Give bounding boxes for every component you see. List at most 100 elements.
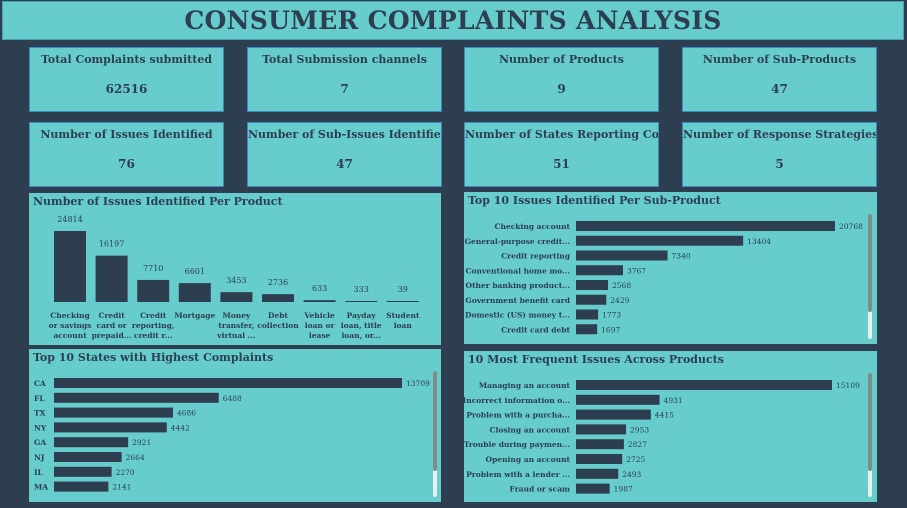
kpi-label: Total Submission channels	[262, 53, 427, 66]
data-label: 13709	[406, 379, 430, 388]
scrollbar[interactable]	[868, 214, 872, 339]
data-label: 2270	[116, 468, 135, 477]
kpi-label: Number of States Reporting Complaints	[465, 128, 658, 141]
data-label: 633	[312, 284, 327, 293]
bar	[576, 221, 835, 231]
bar	[386, 301, 419, 302]
bar	[54, 392, 219, 403]
bar	[178, 283, 211, 302]
scrollbar[interactable]	[868, 373, 872, 497]
kpi-value: 9	[557, 82, 566, 96]
data-label: 2429	[610, 296, 629, 305]
kpi-label: Number of Issues Identified	[40, 128, 213, 141]
category-label: CA	[34, 379, 46, 388]
bar	[576, 235, 744, 246]
category-label: FL	[34, 394, 45, 403]
category-label: loan, title	[341, 321, 382, 330]
bar	[576, 483, 610, 494]
data-label: 24814	[57, 215, 82, 224]
category-label: Payday	[347, 311, 377, 320]
kpi-card-issues: Number of Issues Identified 76	[29, 122, 224, 187]
scrollbar-thumb[interactable]	[433, 371, 437, 471]
category-label: Mortgage	[174, 311, 215, 320]
kpi-card-submission-channels: Total Submission channels 7	[247, 47, 442, 112]
panel-issues-per-product: Number of Issues Identified Per Product …	[29, 193, 441, 345]
category-label: lease	[309, 331, 331, 340]
data-label: 3767	[627, 266, 646, 275]
category-label: Incorrect information o...	[464, 396, 570, 405]
bar	[576, 424, 627, 435]
data-label: 2141	[112, 483, 131, 492]
data-label: 4415	[655, 411, 674, 420]
data-label: 4931	[664, 396, 683, 405]
kpi-value: 47	[336, 157, 353, 171]
category-label: IL	[34, 468, 44, 477]
category-label: loan	[394, 321, 413, 330]
bar	[576, 309, 599, 320]
bar	[303, 300, 336, 302]
issues-per-sub-product-chart: Checking account 20768 General-purpose cre…	[465, 221, 863, 335]
kpi-label: Number of Products	[499, 53, 624, 66]
bar	[576, 468, 619, 479]
category-label: Trouble during paymen...	[464, 440, 570, 449]
scrollbar-thumb[interactable]	[868, 214, 872, 312]
category-label: Checking	[50, 311, 90, 320]
bar	[54, 231, 86, 302]
category-label: Government benefit card	[465, 296, 570, 305]
bar	[54, 407, 173, 418]
bar	[576, 439, 624, 450]
category-label: Problem with a lender ...	[466, 470, 570, 479]
category-label: Credit	[140, 311, 167, 320]
category-label: General-purpose credit...	[465, 237, 570, 246]
category-label: Vehicle	[303, 311, 335, 320]
category-label: or savings	[49, 321, 92, 330]
category-label: transfer,	[218, 321, 254, 330]
category-label: Problem with a purcha...	[466, 411, 570, 420]
data-label: 4686	[177, 409, 196, 418]
category-label: Credit reporting	[501, 252, 571, 261]
panel-frequent-issues: 10 Most Frequent Issues Across Products …	[464, 351, 877, 502]
chart-title: 10 Most Frequent Issues Across Products	[468, 353, 724, 366]
scrollbar-thumb[interactable]	[868, 373, 872, 471]
scrollbar[interactable]	[433, 371, 437, 497]
bar	[54, 437, 129, 448]
category-label: MA	[34, 483, 48, 492]
data-label: 39	[398, 285, 408, 294]
category-label: Domestic (US) money t...	[465, 311, 570, 320]
category-label: account	[53, 331, 87, 340]
data-label: 2953	[630, 425, 649, 434]
data-label: 15109	[836, 381, 860, 390]
chart-title: Number of Issues Identified Per Product	[33, 195, 283, 208]
kpi-value: 76	[118, 157, 135, 171]
data-label: 2725	[626, 455, 645, 464]
kpi-card-total-complaints: Total Complaints submitted 62516	[29, 47, 224, 112]
panel-issues-per-sub-product: Top 10 Issues Identified Per Sub-Product…	[464, 192, 877, 344]
bar	[576, 454, 623, 464]
category-label: virtual ...	[216, 331, 255, 340]
bar	[576, 409, 651, 420]
category-label: Money	[222, 311, 251, 320]
category-label: prepaid...	[92, 331, 132, 340]
category-label: Student	[386, 311, 420, 320]
kpi-value: 5	[775, 157, 784, 171]
bar	[576, 250, 668, 261]
category-label: Opening an account	[486, 455, 571, 464]
kpi-card-sub-issues: Number of Sub-Issues Identified 47	[247, 122, 442, 187]
category-label: Other banking product...	[466, 281, 570, 290]
kpi-card-sub-products: Number of Sub-Products 47	[682, 47, 877, 112]
category-label: credit r...	[134, 331, 173, 340]
bar	[345, 301, 378, 302]
bar	[576, 324, 598, 335]
category-label: Managing an account	[479, 381, 571, 390]
bar	[54, 422, 167, 433]
category-label: TX	[34, 409, 46, 418]
category-label: card or	[97, 321, 128, 330]
bar	[54, 452, 122, 462]
kpi-label: Number of Sub-Issues Identified	[248, 128, 441, 141]
kpi-label: Total Complaints submitted	[40, 53, 213, 66]
data-label: 13404	[747, 237, 771, 246]
kpi-value: 62516	[105, 82, 148, 96]
data-label: 16197	[99, 240, 124, 249]
kpi-value: 51	[553, 157, 570, 171]
